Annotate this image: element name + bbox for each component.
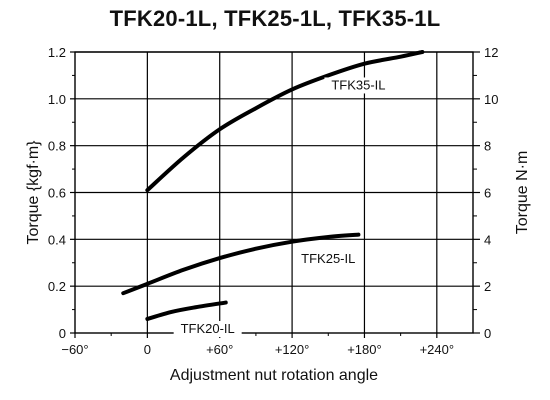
y2-tick-label: 12 bbox=[484, 45, 498, 60]
series-label-tfk25-il: TFK25-IL bbox=[301, 251, 355, 266]
y2-tick-label: 0 bbox=[484, 326, 491, 341]
x-tick-label: +60° bbox=[206, 342, 233, 357]
y-tick-label: 0 bbox=[59, 326, 66, 341]
x-tick-label: +240° bbox=[420, 342, 454, 357]
series-line-tfk20-il bbox=[145, 300, 228, 321]
y2-tick-label: 8 bbox=[484, 139, 491, 154]
series-label-tfk20-il: TFK20-IL bbox=[181, 321, 235, 336]
y-tick-label: 0.4 bbox=[48, 232, 66, 247]
y2-axis-label: Torque N·m bbox=[514, 151, 531, 235]
x-tick-label: +180° bbox=[347, 342, 381, 357]
x-tick-label: −60° bbox=[61, 342, 88, 357]
chart-title: TFK20-1L, TFK25-1L, TFK35-1L bbox=[109, 6, 441, 31]
series-label-tfk35-il: TFK35-IL bbox=[331, 77, 385, 92]
y-tick-label: 1.0 bbox=[48, 92, 66, 107]
series-label-bg bbox=[173, 321, 242, 337]
y-tick-label: 0.8 bbox=[48, 139, 66, 154]
series-label-bg bbox=[324, 77, 393, 94]
x-tick-label: +120° bbox=[275, 342, 309, 357]
y-tick-label: 0.2 bbox=[48, 279, 66, 294]
y2-tick-label: 4 bbox=[484, 232, 491, 247]
y-axis-label: Torque {kgf·m} bbox=[25, 140, 42, 245]
x-tick-label: 0 bbox=[144, 342, 151, 357]
x-axis-label: Adjustment nut rotation angle bbox=[170, 367, 378, 384]
series-label-bg bbox=[294, 250, 363, 267]
series-line-tfk35-il bbox=[145, 50, 425, 193]
y2-tick-label: 6 bbox=[484, 186, 491, 201]
y2-tick-label: 10 bbox=[484, 92, 498, 107]
series-line-tfk25-il bbox=[121, 232, 361, 296]
y2-tick-label: 2 bbox=[484, 279, 491, 294]
y-tick-label: 0.6 bbox=[48, 186, 66, 201]
y-tick-label: 1.2 bbox=[48, 45, 66, 60]
